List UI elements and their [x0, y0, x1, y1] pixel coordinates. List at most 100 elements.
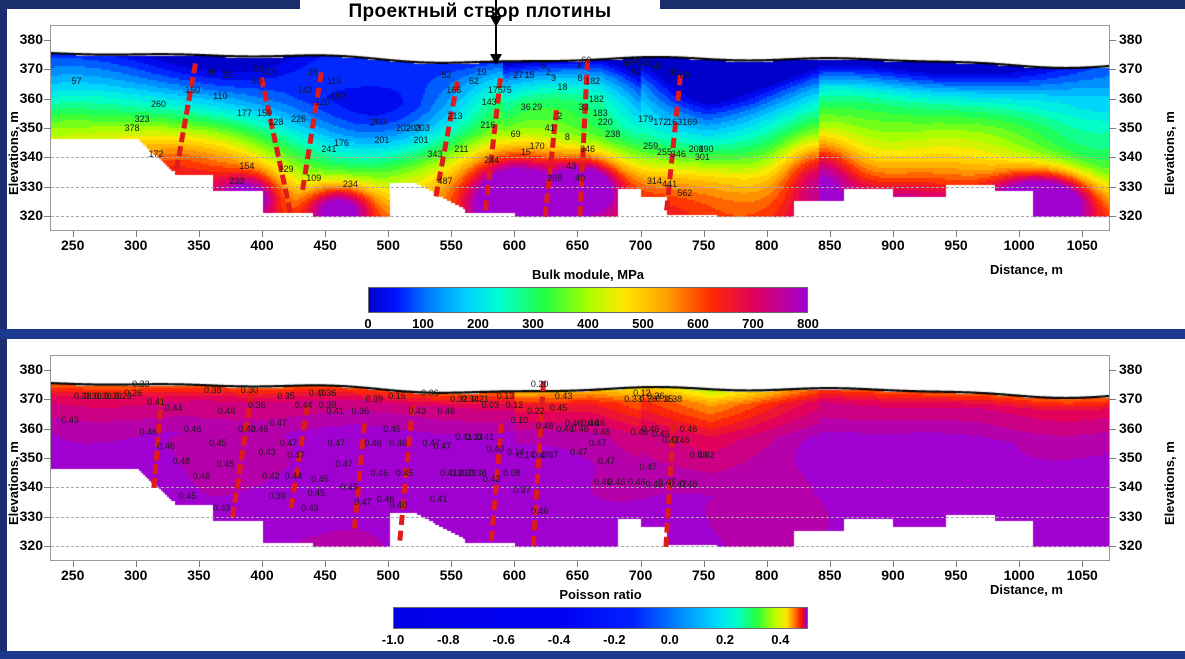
data-label: 0.46	[607, 476, 626, 487]
data-label: 0.41	[455, 432, 473, 443]
y-tick-label: 340	[19, 478, 43, 495]
data-label: 234	[342, 178, 358, 189]
x-tick-mark	[640, 231, 642, 237]
x-tick-label: 1050	[1066, 237, 1098, 253]
data-label: 0.47	[279, 438, 298, 449]
data-label: 142	[297, 84, 313, 95]
data-label: 0.39	[318, 400, 337, 411]
colorbar-tick-label: 300	[522, 316, 544, 331]
data-label: 176	[333, 137, 350, 148]
heatmap-canvas-bulk	[51, 26, 1109, 230]
x-tick-mark	[703, 231, 705, 237]
y-tick-mark-right	[1109, 128, 1116, 129]
border-top-right	[660, 0, 1185, 9]
x-tick-label: 600	[502, 567, 527, 583]
data-label: 0.39	[268, 491, 286, 502]
x-tick-mark	[262, 561, 263, 567]
data-label: 67	[631, 67, 642, 78]
y-tick-mark-right	[1109, 69, 1116, 71]
y-tick-mark	[44, 458, 51, 459]
data-label: 201	[413, 134, 429, 145]
data-label: 301	[694, 152, 710, 163]
y-tick-mark	[44, 128, 51, 129]
data-label: 211	[454, 143, 469, 154]
data-label: 0.46	[581, 417, 599, 428]
data-label: 33	[578, 102, 589, 113]
data-label: 0.14	[506, 447, 525, 458]
data-label: 0.45	[340, 482, 358, 493]
data-label: 150	[185, 84, 201, 95]
data-label: 241	[321, 143, 337, 154]
data-label: 0.47	[540, 450, 559, 461]
y-tick-mark	[44, 216, 51, 218]
data-label: 0.47	[639, 461, 657, 472]
data-label: 0.47	[597, 455, 616, 466]
y-tick-label-right: 320	[1119, 207, 1143, 224]
data-label: 0.45	[311, 473, 329, 484]
y-tick-mark-right	[1109, 546, 1116, 548]
x-tick-mark	[325, 231, 327, 237]
x-tick-label: 500	[376, 567, 400, 583]
data-label: 0.47	[662, 435, 680, 446]
x-tick-label: 950	[944, 567, 968, 583]
y-tick-label: 320	[19, 537, 43, 554]
data-label: 0.43	[301, 503, 319, 514]
x-axis-label-bulk: Distance, m	[990, 262, 1063, 277]
x-tick-mark	[1019, 231, 1021, 237]
y-tick-mark-right	[1109, 487, 1116, 489]
data-label: 0.23	[114, 391, 132, 402]
data-label: 0.46	[370, 467, 389, 478]
y-tick-mark	[44, 39, 51, 41]
data-label: 0.30	[84, 391, 102, 402]
x-tick-label: 300	[124, 237, 148, 253]
x-tick-mark	[577, 231, 579, 237]
data-label: 65	[668, 67, 679, 78]
x-tick-label: 950	[944, 237, 968, 253]
data-label: 0.47	[269, 417, 288, 428]
y-tick-mark	[44, 98, 51, 100]
data-label: 0.33	[465, 432, 483, 443]
data-label: 0.46	[587, 417, 606, 428]
y-tick-label: 350	[19, 449, 43, 465]
data-label: 0.45	[549, 402, 568, 413]
data-label: 0.46	[183, 423, 202, 434]
y-tick-label-right: 370	[1119, 390, 1143, 407]
data-label: 202	[395, 123, 411, 133]
colorbar-title-bulk: Bulk module, MPa	[532, 267, 644, 282]
data-label: 190	[698, 143, 714, 154]
data-label: 0.48	[689, 450, 708, 461]
x-tick-label: 850	[818, 567, 842, 583]
data-label: 0.12	[633, 388, 651, 399]
x-tick-mark	[514, 231, 516, 237]
data-label: 41	[544, 123, 555, 133]
data-label: 0.45	[307, 488, 326, 499]
data-label: 0.42	[482, 473, 501, 484]
colorbar-tick-label: 0	[364, 316, 372, 331]
data-label: 0.32	[450, 394, 468, 405]
x-tick-label: 450	[313, 237, 337, 253]
data-label: 0.29	[458, 467, 477, 478]
colorbar-tick-label: 0.4	[771, 632, 790, 647]
data-label: 128	[268, 117, 284, 128]
data-label: 0.08	[503, 467, 521, 478]
data-label: 259	[643, 140, 659, 151]
gridline-330	[51, 516, 1109, 518]
data-label: 143	[481, 96, 497, 107]
x-tick-mark	[1082, 231, 1084, 237]
data-label: 346	[580, 143, 596, 154]
data-label: 0.46	[628, 476, 646, 487]
data-label: 226	[291, 114, 307, 125]
data-label: 562	[677, 187, 693, 198]
data-label: 346	[670, 149, 686, 160]
y-tick-label: 370	[19, 60, 43, 77]
y-tick-mark	[44, 487, 51, 489]
data-label: 260	[151, 99, 167, 110]
data-label: 0.46	[564, 417, 583, 428]
data-label: 4	[576, 61, 582, 72]
y-tick-mark	[44, 369, 51, 371]
data-label: 0.47	[669, 479, 688, 490]
x-tick-label: 1000	[1003, 237, 1035, 253]
colorbar-title-poisson: Poisson ratio	[559, 587, 642, 602]
data-label: 15	[524, 70, 535, 81]
data-label: 120	[315, 96, 331, 107]
